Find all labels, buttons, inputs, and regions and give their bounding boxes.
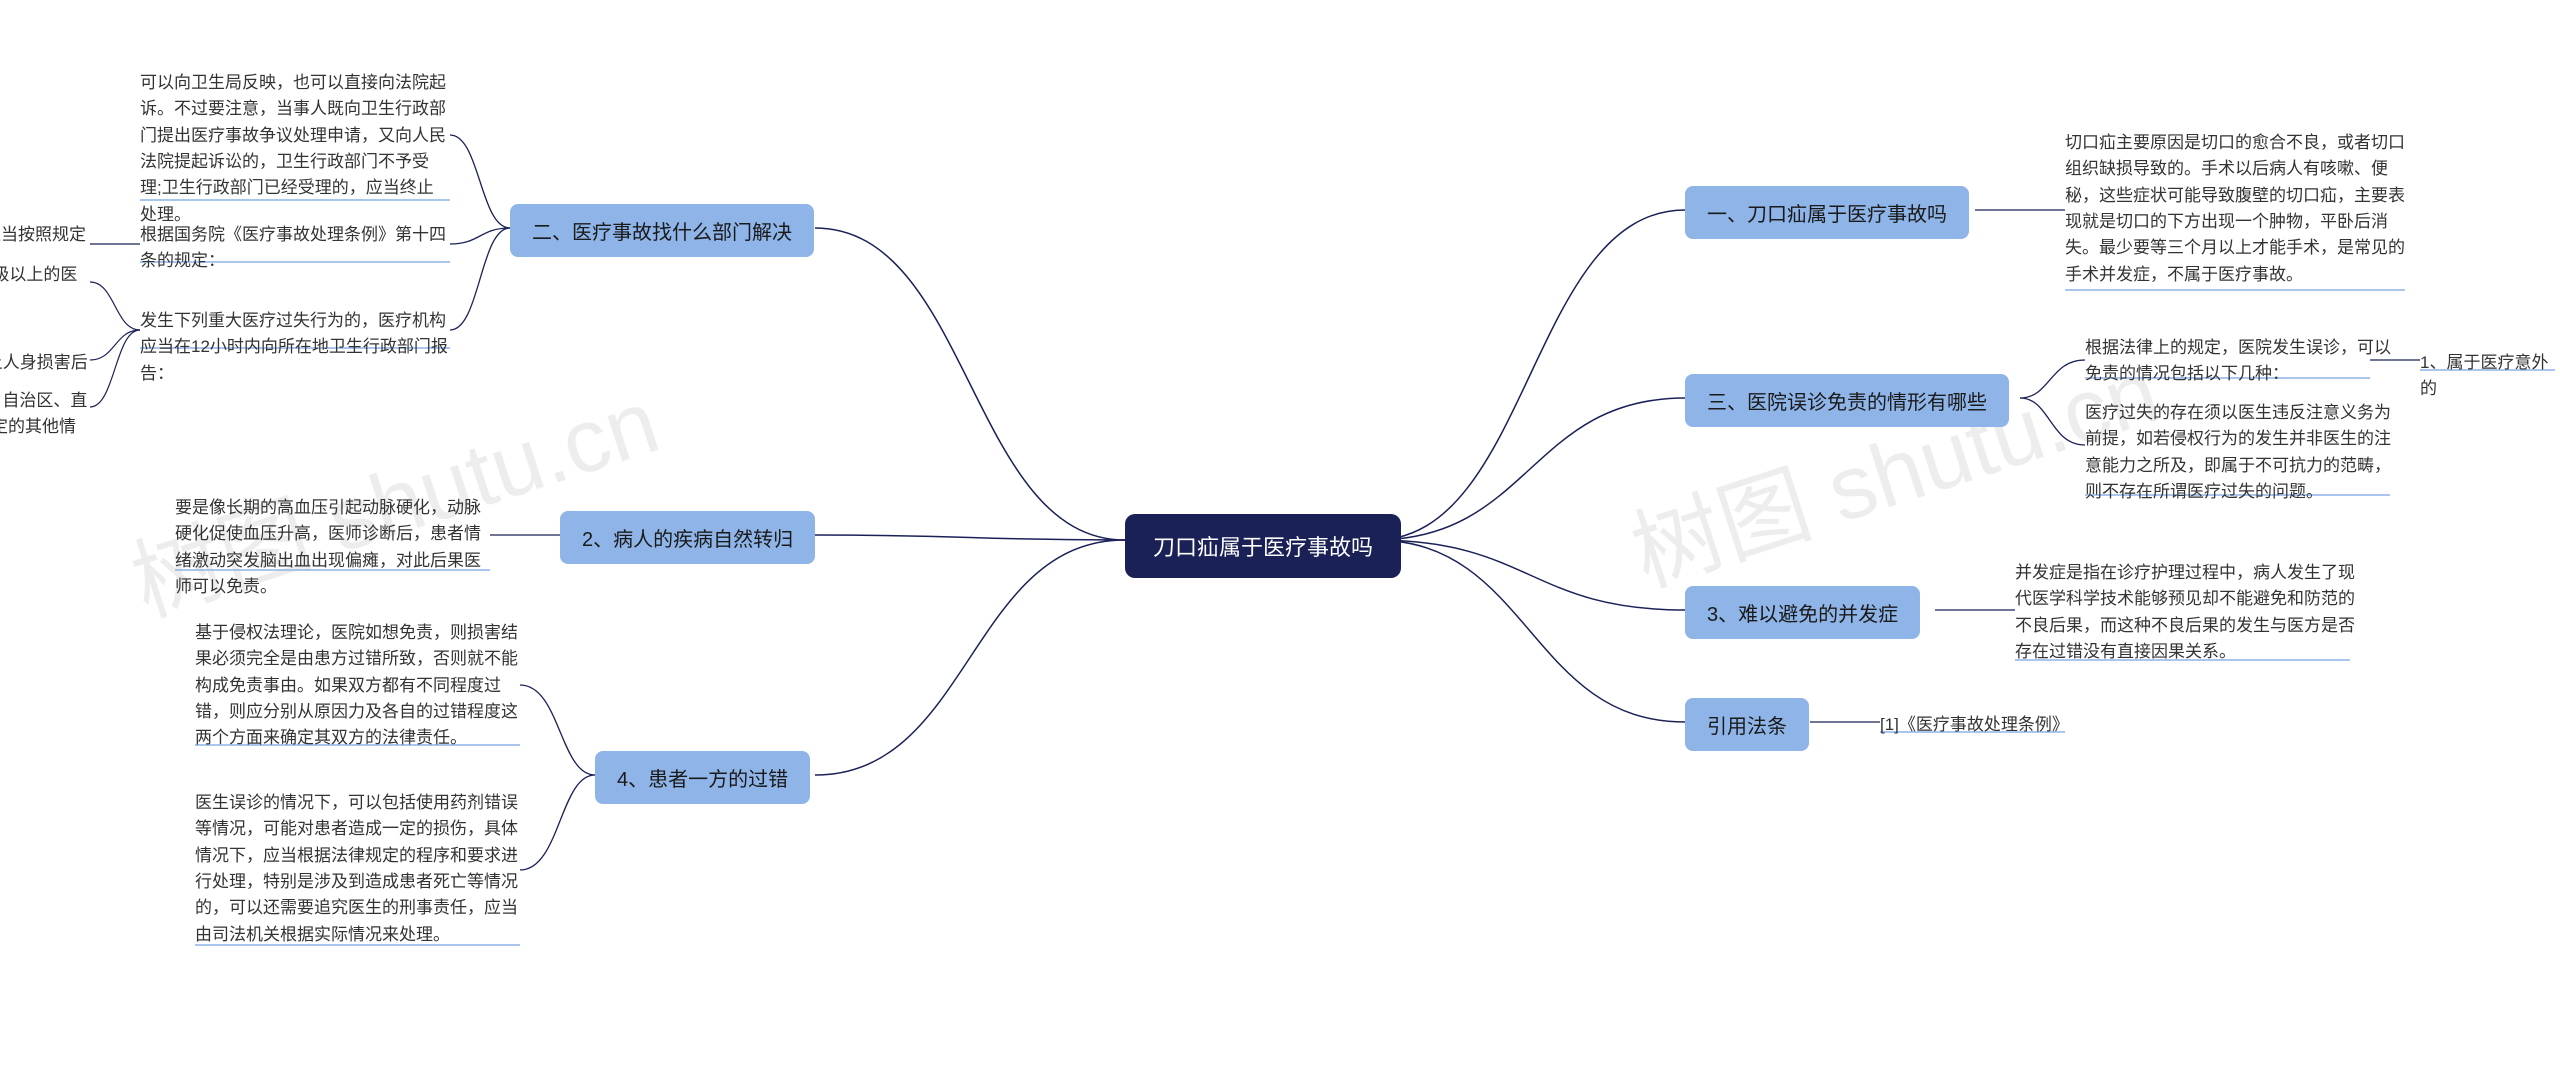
leaf-r1-1: 切口疝主要原因是切口的愈合不良，或者切口组织缺损导致的。手术以后病人有咳嗽、便秘… [2065,130,2415,288]
leaf-patient-1: 基于侵权法理论，医院如想免责，则损害结果必须完全是由患方过错所致，否则就不能构成… [195,620,520,752]
branch-natural[interactable]: 2、病人的疾病自然转归 [560,511,815,564]
leaf-natural-1: 要是像长期的高血压引起动脉硬化，动脉硬化促使血压升高，医师诊断后，患者情绪激动突… [175,495,485,600]
branch-complication[interactable]: 3、难以避免的并发症 [1685,586,1920,639]
leaf-r3-2: 医疗过失的存在须以医生违反注意义务为前提，如若侵权行为的发生并非医生的注意能力之… [2085,400,2395,505]
leaf-l2-3: 发生下列重大医疗过失行为的，医疗机构应当在12小时内向所在地卫生行政部门报告： [140,308,450,387]
branch-ref[interactable]: 引用法条 [1685,698,1809,751]
leaf-ref-1: [1]《医疗事故处理条例》 [1880,712,2069,738]
leaf-l2-2: 根据国务院《医疗事故处理条例》第十四条的规定： [140,222,450,275]
leaf-l2-3-c1: (一)导致患者死亡或者可能为二级以上的医疗事故; [0,262,90,315]
leaf-r3-1-child: 1、属于医疗意外的 [2420,350,2560,403]
leaf-patient-2: 医生误诊的情况下，可以包括使用药剂错误等情况，可能对患者造成一定的损伤，具体情况… [195,790,520,948]
leaf-l2-1: 可以向卫生局反映，也可以直接向法院起诉。不过要注意，当事人既向卫生行政部门提出医… [140,70,450,228]
leaf-comp-1: 并发症是指在诊疗护理过程中，病人发生了现代医学科学技术能够预见却不能避免和防范的… [2015,560,2365,665]
branch-r1[interactable]: 一、刀口疝属于医疗事故吗 [1685,186,1969,239]
root-node[interactable]: 刀口疝属于医疗事故吗 [1125,514,1401,578]
branch-l2[interactable]: 二、医疗事故找什么部门解决 [510,204,814,257]
branch-patient[interactable]: 4、患者一方的过错 [595,751,810,804]
leaf-r3-1: 根据法律上的规定，医院发生误诊，可以免责的情况包括以下几种： [2085,335,2395,388]
leaf-l2-3-c3: (三)国务院卫生行政部门和省、自治区、直辖市人民政府卫生行政部门规定的其他情形。 [0,388,90,467]
branch-r3[interactable]: 三、医院误诊免责的情形有哪些 [1685,374,2009,427]
